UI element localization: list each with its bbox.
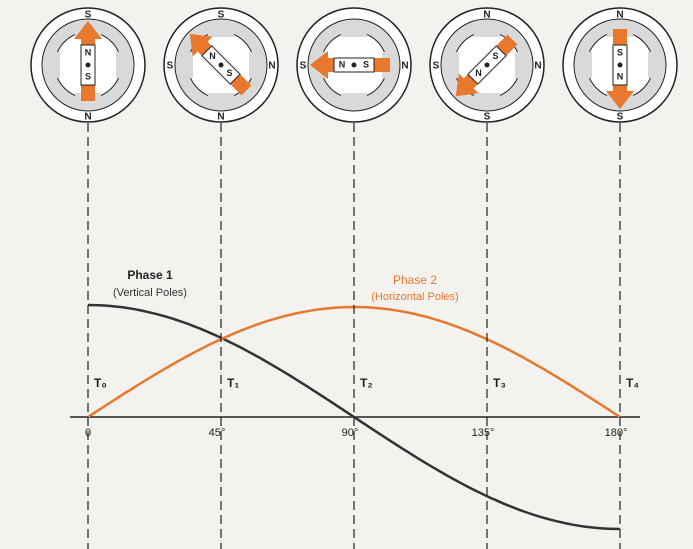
rotor-pole: S xyxy=(617,47,623,57)
time-label: T₀ xyxy=(94,376,107,390)
rotor-pole: N xyxy=(617,71,624,81)
shaft xyxy=(484,62,490,68)
phase1-subtitle: (Vertical Poles) xyxy=(113,287,187,299)
time-label: T₄ xyxy=(626,376,639,390)
motor: NSS NNS xyxy=(429,7,545,123)
stator-pole: N xyxy=(217,112,224,123)
pole-shoe xyxy=(449,52,459,78)
rotor-pole: S xyxy=(85,71,91,81)
rotor-pole: N xyxy=(339,59,346,69)
rotor-pole: N xyxy=(85,47,92,57)
stator-pole: S xyxy=(85,10,92,21)
stator-pole: S xyxy=(218,10,225,21)
pole-shoe xyxy=(208,93,234,103)
angle-label: 135° xyxy=(472,427,495,439)
rotor: NS xyxy=(455,34,518,97)
time-label: T₁ xyxy=(227,376,239,390)
pole-shoe xyxy=(183,52,193,78)
stator-pole: N xyxy=(483,10,490,21)
rotor-pole: N xyxy=(209,51,216,61)
angle-label: 45° xyxy=(209,427,226,439)
rotor: NS xyxy=(74,21,102,101)
stator-pole: S xyxy=(617,112,624,123)
pole-shoe xyxy=(208,27,234,37)
pole-shoe xyxy=(50,52,60,78)
angle-label: 0 xyxy=(85,427,91,439)
rotor-pole: S xyxy=(492,51,498,61)
pole-shoe xyxy=(474,27,500,37)
stator-pole: N xyxy=(616,10,623,21)
shaft xyxy=(351,62,357,68)
phase1-title: Phase 1 xyxy=(127,268,173,282)
pole-shoe xyxy=(474,93,500,103)
pole-shoe xyxy=(582,52,592,78)
stator-pole: S xyxy=(167,61,174,72)
shaft xyxy=(617,62,623,68)
time-label: T₃ xyxy=(493,376,506,390)
rotor-pole: N xyxy=(475,68,482,78)
angle-label: 180° xyxy=(605,427,628,439)
rotor: NS xyxy=(189,33,252,96)
shaft xyxy=(85,62,91,68)
rotor: NS xyxy=(606,29,634,109)
stator-pole: N xyxy=(268,61,275,72)
pole-shoe xyxy=(249,52,259,78)
pole-shoe xyxy=(515,52,525,78)
phase2-title: Phase 2 xyxy=(393,273,437,287)
motor: SNS NNS xyxy=(163,7,279,123)
time-label: T₂ xyxy=(360,376,373,390)
stator-pole: S xyxy=(300,61,307,72)
stator-pole: S xyxy=(484,112,491,123)
rotor-pole: S xyxy=(363,59,369,69)
stator-pole: S xyxy=(433,61,440,72)
pole-shoe xyxy=(341,93,367,103)
stator-pole: N xyxy=(534,61,541,72)
rotor-pole: S xyxy=(226,68,232,78)
pole-shoe xyxy=(341,27,367,37)
angle-label: 90° xyxy=(342,427,359,439)
phase2-subtitle: (Horizontal Poles) xyxy=(371,291,458,303)
stator-pole: N xyxy=(84,112,91,123)
pole-shoe xyxy=(116,52,126,78)
pole-shoe xyxy=(648,52,658,78)
shaft xyxy=(218,62,224,68)
stator-pole: N xyxy=(401,61,408,72)
